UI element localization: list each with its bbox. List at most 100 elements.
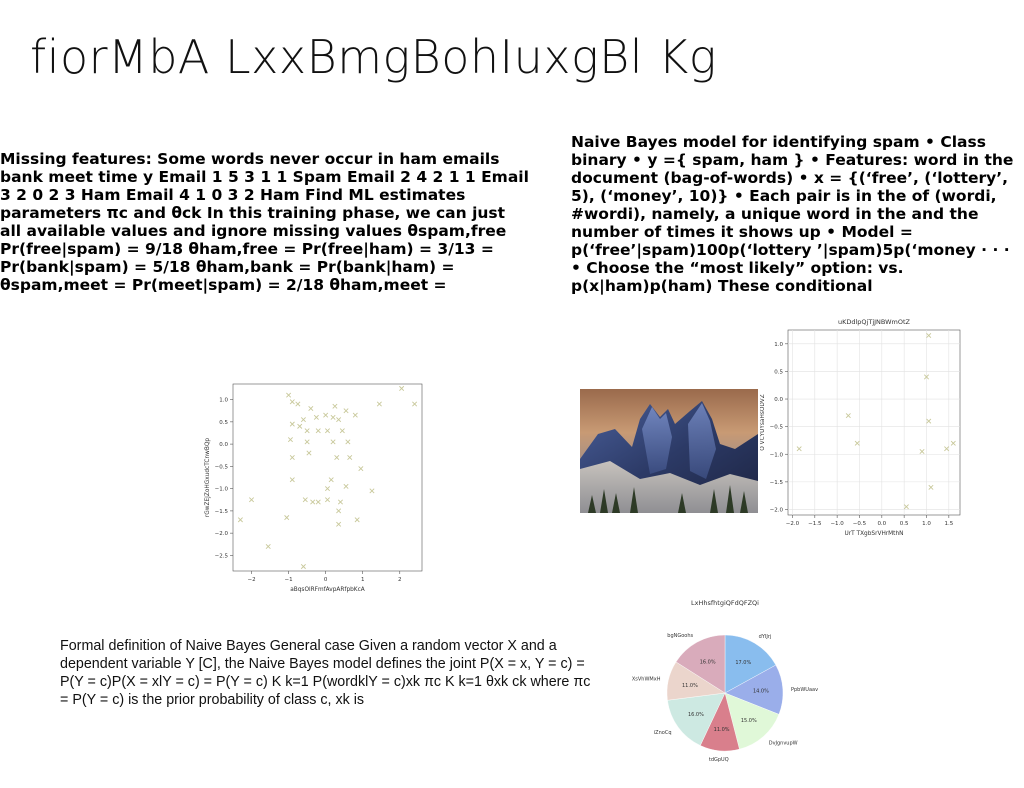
pie-percent-label: 17.0%: [735, 660, 751, 666]
slide-title: fiorMbA LxxBmgBohIuxgBl Kg: [30, 30, 717, 84]
y-axis-label: rGwZEJZoHGxudcTCnwBQp: [205, 438, 211, 518]
data-point: [345, 439, 351, 445]
pie-percent-label: 11.0%: [682, 683, 698, 689]
y-tick-label: 0.5: [219, 420, 228, 426]
x-tick-label: 2: [398, 577, 402, 583]
data-point: [343, 483, 349, 489]
pie-slice-label: iZnoCq: [654, 730, 672, 736]
y-axis-label: O VCYUYsaHsODVZ: [760, 394, 766, 450]
data-point: [332, 403, 338, 409]
data-point: [330, 439, 336, 445]
x-tick-label: 1.0: [922, 521, 931, 527]
y-tick-label: 0.5: [774, 369, 783, 375]
data-point: [352, 412, 358, 418]
data-point: [300, 417, 306, 423]
x-axis-label: aBqsOlRFmfAvpARfpbKcA: [290, 587, 365, 593]
data-point: [337, 499, 343, 505]
mountain-image: [580, 389, 758, 513]
data-point: [302, 497, 308, 503]
pie-percent-label: 16.0%: [700, 659, 716, 665]
y-tick-label: −1.5: [770, 480, 784, 486]
data-point: [295, 401, 301, 407]
data-point: [334, 454, 340, 460]
data-point: [289, 421, 295, 427]
data-point: [412, 401, 418, 407]
pie-slice-label: dYIJrj: [759, 634, 772, 640]
data-point: [854, 440, 860, 446]
data-point: [399, 385, 405, 391]
data-point: [336, 417, 342, 423]
data-point: [944, 446, 950, 452]
y-tick-label: 1.0: [219, 398, 228, 404]
data-point: [310, 499, 316, 505]
data-point: [284, 515, 290, 521]
data-point: [354, 517, 360, 523]
data-point: [796, 446, 802, 452]
y-tick-label: −0.5: [770, 425, 784, 431]
data-point: [336, 508, 342, 514]
pie-slice: [724, 634, 777, 694]
data-point: [328, 477, 334, 483]
data-point: [330, 414, 336, 420]
data-point: [304, 439, 310, 445]
y-tick-label: −2.0: [770, 507, 784, 513]
x-tick-label: −1: [285, 577, 293, 583]
data-point: [903, 504, 909, 510]
data-point: [315, 499, 321, 505]
data-point: [950, 440, 956, 446]
data-point: [358, 466, 364, 472]
data-point: [343, 408, 349, 414]
data-point: [249, 497, 255, 503]
data-point: [926, 418, 932, 424]
missing-features-text: Missing features: Some words never occur…: [0, 150, 529, 294]
plot-frame: [787, 329, 961, 516]
x-axis-label: UrT TXgbSrVHrMthN: [845, 531, 904, 537]
data-point: [289, 399, 295, 405]
data-point: [347, 454, 353, 460]
data-point: [289, 454, 295, 460]
pie-slice: [667, 692, 726, 746]
data-point: [926, 333, 932, 339]
pie-slice: [675, 634, 726, 694]
pie-slice-label: XsVhWMxH: [632, 677, 661, 683]
data-point: [237, 517, 243, 523]
pie-slice-label: PpbWUaav: [791, 687, 818, 693]
data-point: [324, 486, 331, 492]
pie-percent-label: 14.0%: [753, 689, 769, 695]
data-point: [339, 428, 345, 434]
scatter-chart-right: uKDdlpQjTjJNBWmOtZ −2.0 −1.5 −1.0 −0.5 0.0 0.5…: [760, 318, 961, 537]
data-point: [369, 488, 375, 494]
chart-title: uKDdlpQjTjJNBWmOtZ: [838, 318, 911, 326]
y-tick-label: 1.0: [774, 342, 783, 348]
pie-chart: LxHhsfhtgiQFdQFZQi 17.0% dYIJrj 14.0% PpbWUa…: [632, 599, 818, 763]
data-point: [304, 428, 310, 434]
mountain-photo: [580, 389, 758, 513]
pie-percent-label: 16.0%: [688, 712, 704, 718]
y-tick-label: −0.5: [215, 464, 229, 470]
pie-slice: [724, 692, 780, 750]
y-tick-label: 0.0: [774, 397, 783, 403]
chart-title: LxHhsfhtgiQFdQFZQi: [691, 599, 759, 607]
data-point: [323, 412, 329, 418]
y-tick-label: −2.5: [215, 553, 229, 559]
data-point: [313, 414, 319, 420]
x-tick-label: −1.5: [808, 521, 822, 527]
data-point: [289, 477, 295, 483]
y-tick-label: −1.0: [770, 452, 784, 458]
pie-slice-label: bgNGoohs: [667, 633, 693, 639]
x-tick-label: 1.5: [944, 521, 953, 527]
data-point: [919, 448, 925, 455]
x-tick-label: 0: [324, 577, 328, 583]
data-point: [315, 428, 321, 434]
data-point: [265, 543, 271, 550]
plot-frame: [232, 383, 423, 572]
data-point: [287, 437, 293, 443]
naive-bayes-model-text: Naive Bayes model for identifying spam •…: [571, 133, 1014, 295]
data-point: [845, 413, 851, 419]
data-point: [324, 497, 331, 503]
pie-slice: [724, 664, 784, 715]
data-point: [308, 405, 314, 412]
y-tick-label: −2.0: [215, 531, 229, 537]
data-point: [324, 428, 331, 434]
data-point: [336, 521, 342, 527]
